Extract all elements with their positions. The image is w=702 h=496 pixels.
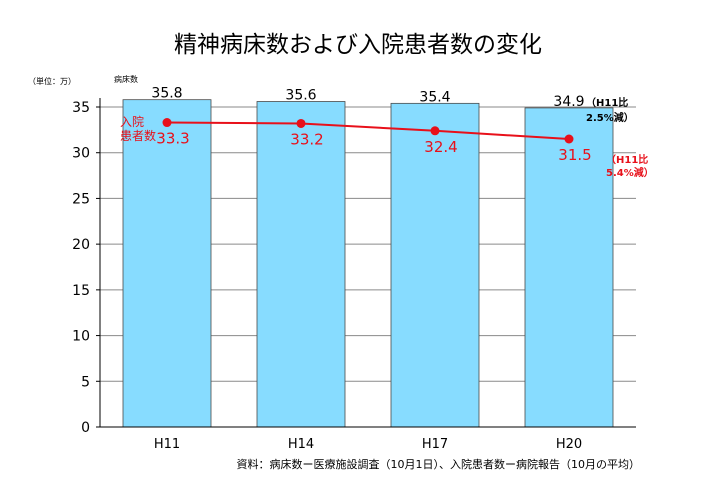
y-tick-label: 20 [72, 237, 90, 253]
bar-value-label: 34.9 [553, 94, 584, 110]
y-tick-label: 30 [72, 146, 90, 162]
source-note: 資料：病床数ー医療施設調査（10月1日）、入院患者数ー病院報告（10月の平均） [237, 457, 641, 471]
patient-line [166, 121, 570, 140]
bar-value-label: 35.6 [285, 88, 316, 104]
y-tick-label: 10 [72, 329, 90, 345]
line-series [162, 118, 574, 144]
patient-value-label: 31.5 [558, 146, 591, 164]
patient-value-label: 33.2 [290, 130, 323, 148]
y-tick-label: 5 [81, 374, 90, 390]
bar [122, 99, 212, 428]
bar-series-label: 病床数 [114, 74, 138, 84]
bar-value-label: 35.4 [419, 89, 450, 105]
x-tick-label: H20 [556, 437, 582, 452]
patient-point [430, 126, 440, 136]
unit-label: （単位：万） [28, 76, 76, 86]
bar [256, 101, 346, 428]
patient-value-label: 32.4 [424, 138, 457, 156]
annotation-patient-change: （H11比 5.4%減） [606, 153, 654, 179]
annotation-bar-change: （H11比 2.5%減） [586, 96, 634, 124]
bar-series [122, 99, 614, 428]
x-tick-label: H14 [288, 437, 314, 452]
patient-point [296, 118, 306, 128]
bar-value-label: 35.8 [151, 86, 182, 102]
chart-title: 精神病床数および入院患者数の変化 [174, 32, 542, 58]
patient-value-label: 33.3 [156, 130, 189, 148]
y-tick-label: 0 [81, 420, 90, 436]
y-tick-label: 15 [72, 283, 90, 299]
patient-point [162, 118, 172, 128]
labels: 35.8 35.6 35.4 34.9 33.3 33.2 32.4 31.5 入院患者数 （H1… [120, 86, 654, 179]
y-tick-label: 35 [72, 100, 90, 116]
patient-point [564, 134, 574, 144]
x-tick-label: H17 [422, 437, 448, 452]
y-tick-label: 25 [72, 191, 90, 207]
x-tick-label: H11 [154, 437, 180, 452]
bar [524, 107, 614, 428]
line-series-label: 入院患者数 [120, 115, 156, 143]
axes: 0 5 10 15 20 25 30 35 H11 H14 H17 H20 [72, 98, 636, 452]
